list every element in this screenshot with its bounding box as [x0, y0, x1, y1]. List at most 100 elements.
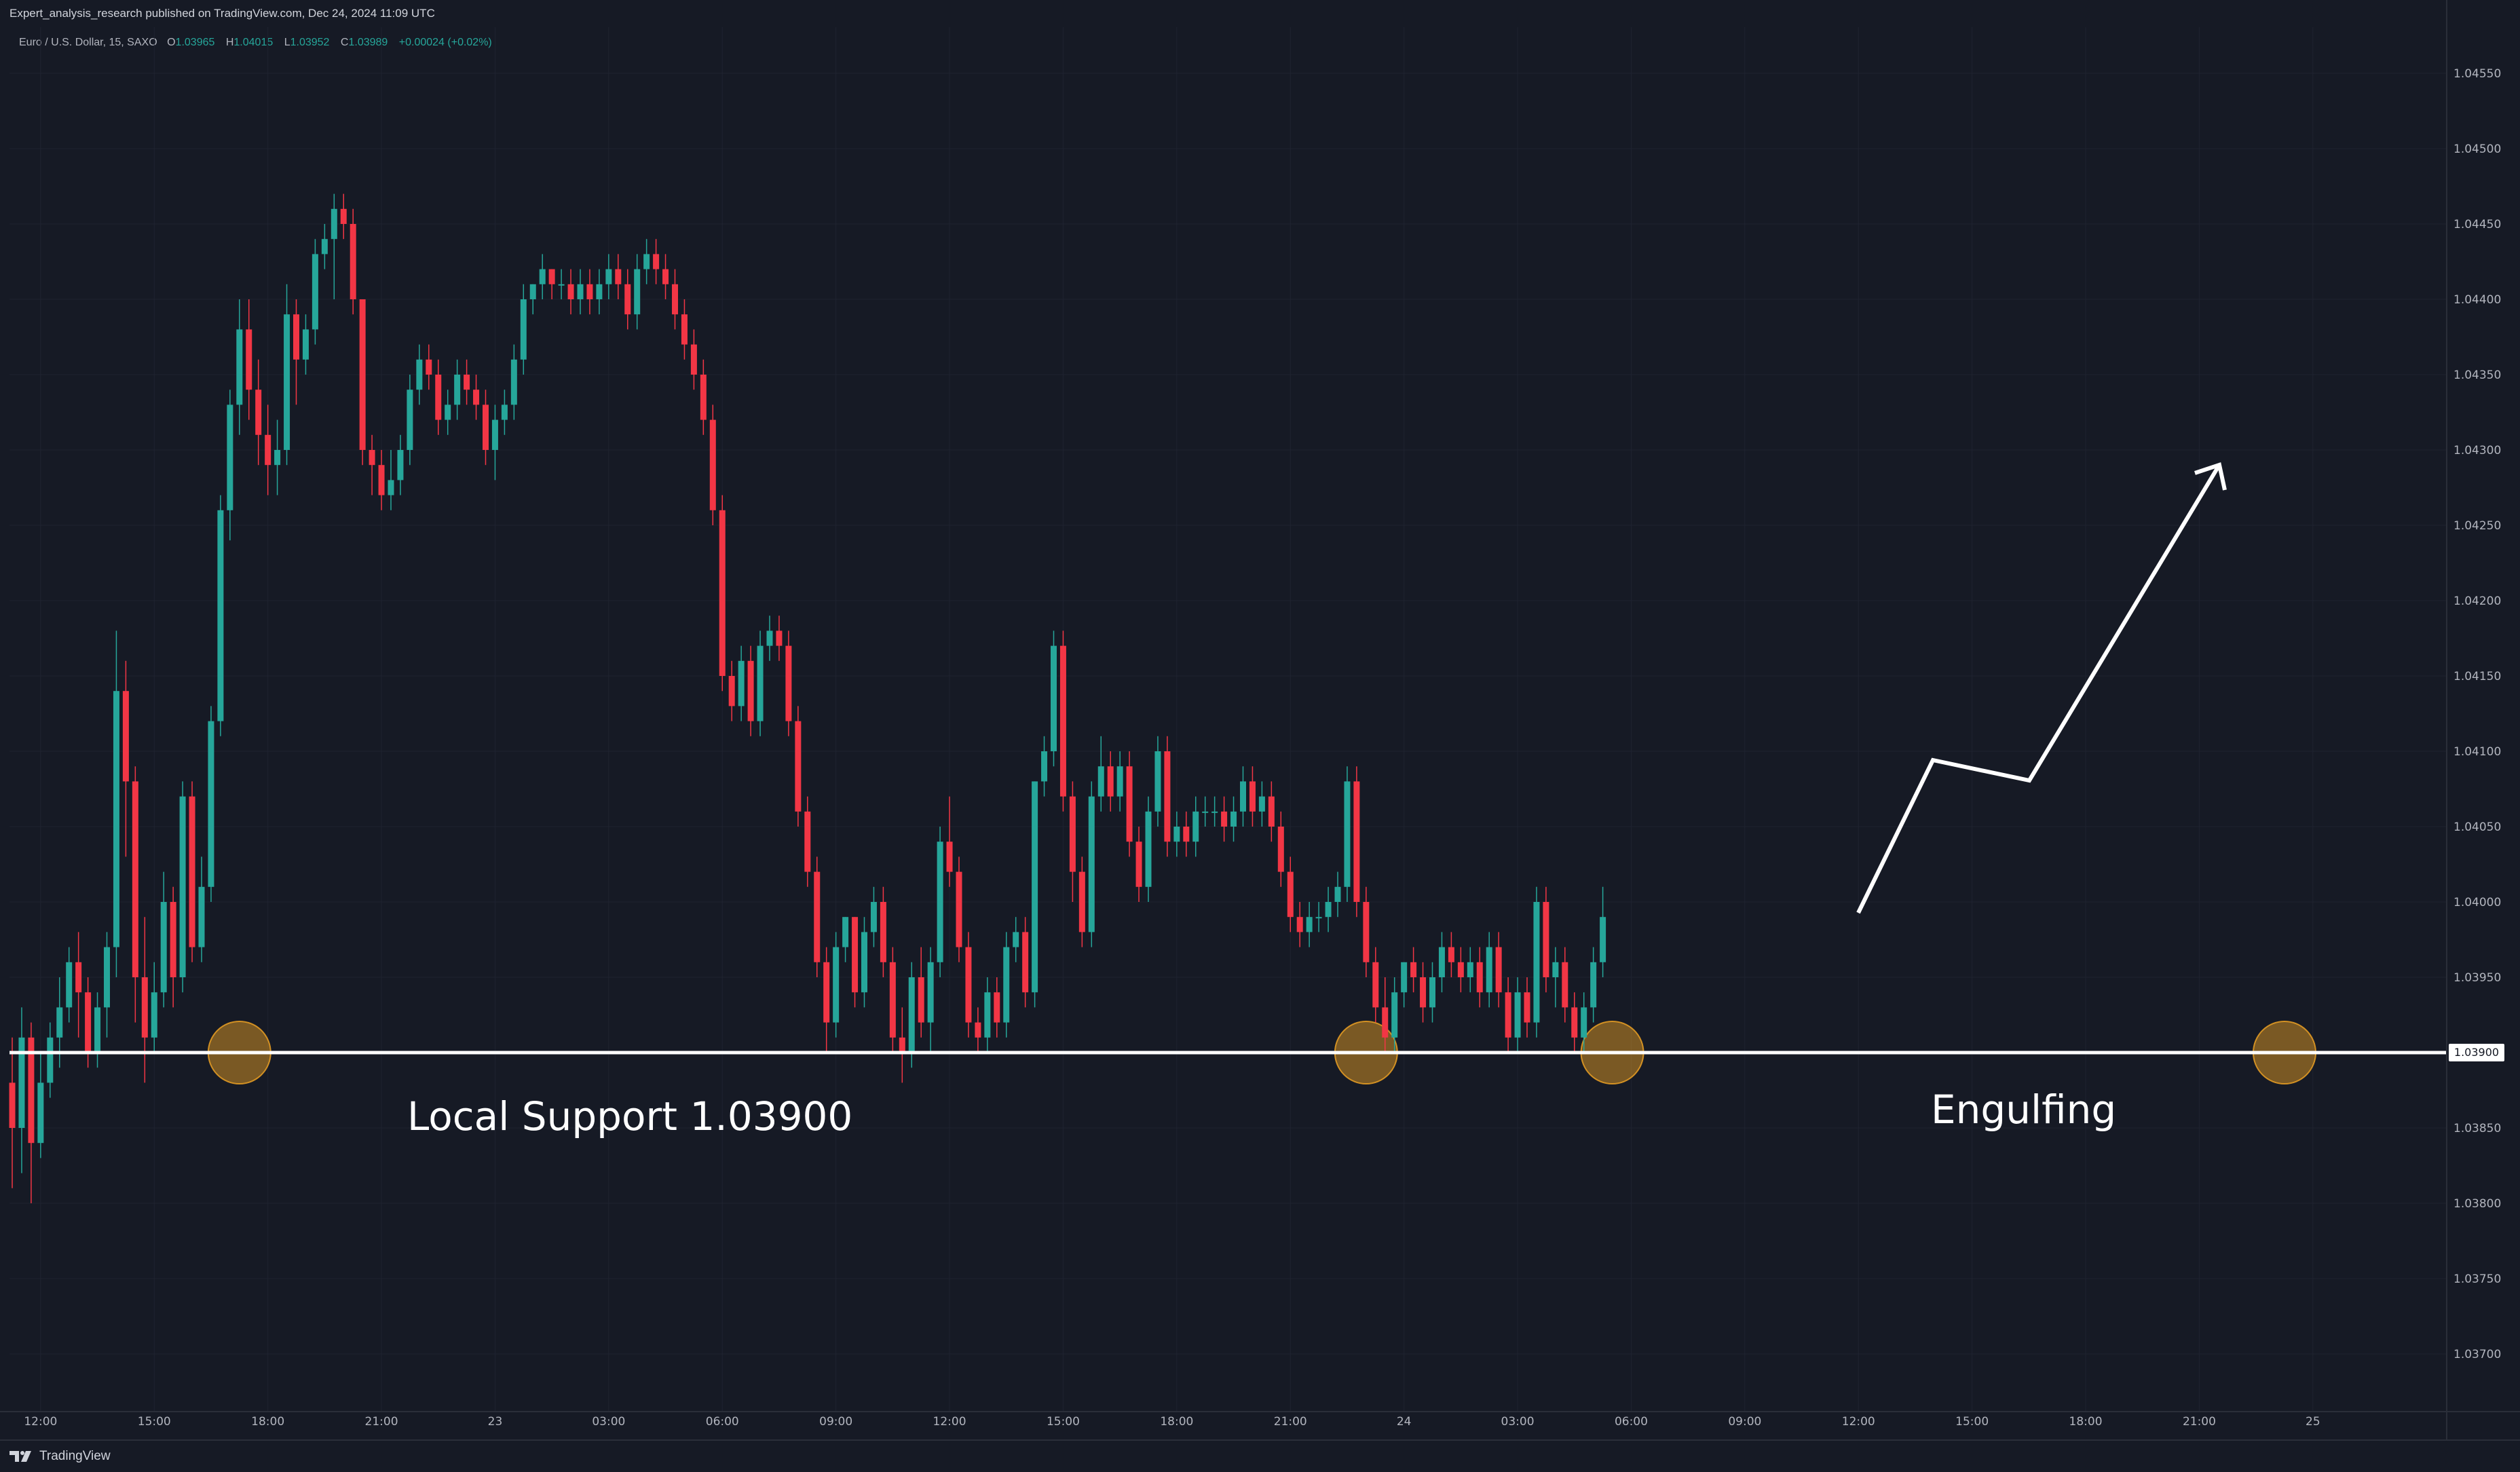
candle-body	[132, 781, 138, 977]
candle-body	[1344, 781, 1351, 887]
candle	[1325, 886, 1332, 932]
low-value: 1.03952	[290, 37, 330, 48]
candle-body	[18, 1037, 25, 1128]
price-chart[interactable]: Local Support 1.03900 Engulfing 1.045501.…	[0, 0, 2520, 1439]
candle-body	[766, 630, 773, 646]
candle	[208, 706, 214, 902]
candle-body	[1543, 902, 1549, 977]
candle-body	[104, 947, 110, 1008]
candle-body	[1476, 962, 1483, 993]
candle	[1022, 917, 1029, 1008]
price-tick-label: 1.04450	[2453, 218, 2501, 231]
candle	[141, 917, 148, 1083]
candle	[426, 344, 432, 390]
candle-body	[246, 329, 252, 390]
candle-body	[728, 676, 735, 706]
candle	[1287, 856, 1294, 932]
candle	[1135, 827, 1142, 902]
candle	[435, 359, 442, 435]
candle	[558, 269, 565, 299]
candle-body	[151, 992, 157, 1038]
candle	[388, 450, 394, 510]
price-axis[interactable]: 1.04550 1.04500 1.04450 1.04400 1.04350 1.043…	[2446, 0, 2501, 1439]
candle-body	[331, 208, 337, 240]
candle	[312, 239, 318, 345]
candle-body	[709, 419, 716, 510]
candle-body	[1192, 811, 1199, 842]
price-tick-label: 1.03800	[2453, 1197, 2501, 1211]
candle	[1249, 766, 1256, 827]
candle-body	[302, 329, 309, 360]
candle	[359, 299, 366, 466]
candle	[1505, 977, 1511, 1053]
support-annotation-text: Local Support 1.03900	[407, 1093, 852, 1139]
candle	[510, 344, 517, 420]
candle-body	[653, 254, 660, 269]
candle	[1116, 751, 1123, 812]
publish-info: Expert_analysis_research published on Tr…	[10, 7, 435, 20]
candle	[1543, 886, 1549, 993]
tradingview-logo[interactable]: TradingView	[10, 1449, 111, 1464]
candle	[179, 781, 186, 993]
candle-body	[937, 842, 943, 962]
candle-body	[804, 811, 811, 872]
candle	[899, 1007, 905, 1083]
candle-body	[217, 510, 224, 721]
high-value: 1.04015	[233, 37, 274, 48]
time-axis[interactable]: 12:00 15:00 18:00 21:00 23 03:00 06:00 09:00 12:…	[0, 1411, 2520, 1429]
price-tick-label: 1.04500	[2453, 143, 2501, 156]
candle	[1088, 781, 1095, 947]
candle-body	[558, 284, 565, 286]
time-tick-label: 12:00	[1842, 1415, 1875, 1429]
candle	[160, 871, 167, 1008]
candle-body	[946, 842, 953, 872]
candle	[690, 329, 697, 390]
candle-body	[1401, 962, 1408, 993]
tradingview-logo-icon	[10, 1451, 31, 1462]
candle-body	[1306, 917, 1313, 932]
candle	[738, 645, 745, 721]
time-tick-label: 15:00	[138, 1415, 171, 1429]
candle-body	[94, 1007, 101, 1053]
price-tick-label: 1.03850	[2453, 1122, 2501, 1135]
candle-body	[37, 1082, 44, 1144]
candle-body	[435, 375, 442, 420]
time-tick-label: 06:00	[706, 1415, 739, 1429]
candle	[984, 977, 991, 1053]
time-tick-label: 24	[1397, 1415, 1412, 1429]
candle	[1202, 796, 1209, 827]
time-tick-label: 21:00	[365, 1415, 398, 1429]
candle	[265, 404, 271, 495]
candle-body	[1173, 827, 1180, 842]
candle-body	[1505, 992, 1511, 1038]
symbol-name: Euro / U.S. Dollar, 15, SAXO	[19, 37, 157, 48]
candle	[520, 284, 527, 375]
candle-body	[1590, 962, 1597, 1008]
candle	[1240, 766, 1246, 827]
candle-body	[1467, 962, 1473, 977]
time-tick-label: 15:00	[1955, 1415, 1989, 1429]
support-price-label: 1.03900	[2449, 1044, 2504, 1061]
candle-body	[785, 645, 792, 721]
candle-body	[1533, 902, 1540, 1023]
candle-body	[776, 630, 783, 646]
candle	[491, 404, 498, 480]
candle	[1524, 977, 1530, 1038]
candle-body	[956, 871, 962, 947]
candle-body	[1088, 796, 1095, 932]
symbol-legend: Euro / U.S. Dollar, 15, SAXO O1.03965 H1…	[19, 37, 500, 49]
time-tick-label: 09:00	[819, 1415, 852, 1429]
candle-body	[236, 329, 243, 405]
candle	[1353, 766, 1360, 918]
candle	[889, 947, 896, 1053]
arrow-head	[2194, 462, 2227, 491]
candle-body	[870, 902, 877, 932]
candle	[501, 390, 508, 435]
candle	[1164, 736, 1171, 857]
price-tick-label: 1.04050	[2453, 820, 2501, 834]
candle-body	[1287, 871, 1294, 918]
candle	[227, 390, 233, 541]
time-tick-label: 06:00	[1615, 1415, 1648, 1429]
candle-body	[1296, 917, 1303, 932]
chart-grid	[10, 27, 2447, 1412]
